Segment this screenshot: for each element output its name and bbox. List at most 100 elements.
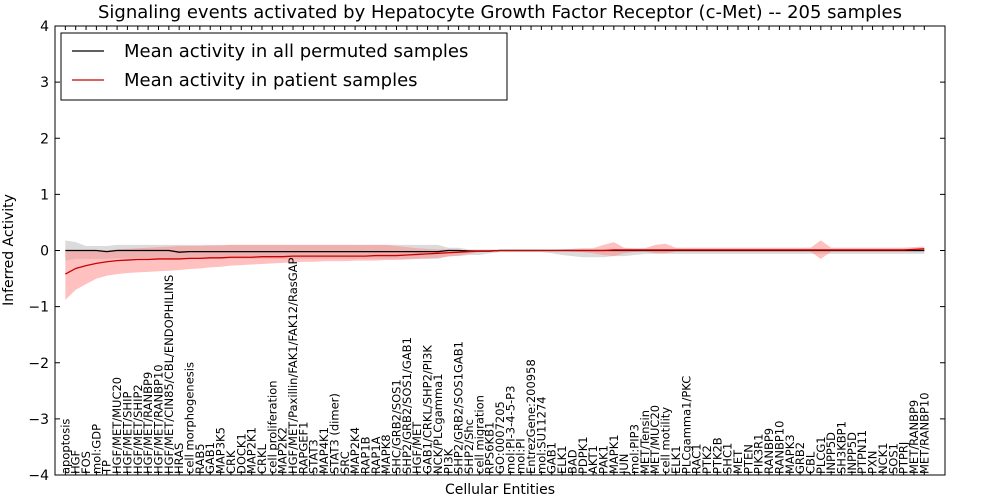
x-tick-label: RAB5 <box>193 443 207 474</box>
x-tick-label: HGF/MET/RANBP10 <box>151 364 165 474</box>
x-tick-label: MAP3K5 <box>214 427 228 474</box>
x-tick-label: MAPK8 <box>379 434 393 474</box>
y-tick-label: 1 <box>40 187 49 203</box>
x-tick-label: INPP5D <box>824 432 838 474</box>
x-tick-label: MET/RANBP9 <box>907 400 921 474</box>
x-tick-label: STAT3 <box>307 439 321 474</box>
x-tick-label: STAT3 (dimer) <box>327 393 341 474</box>
x-tick-label: INPP5D <box>845 432 859 474</box>
x-tick-label: cell proliferation <box>265 380 279 474</box>
x-tick-label: PLCgamma1/PKC <box>679 376 693 474</box>
x-tick-label: PXN <box>866 451 880 474</box>
x-tick-label: RAP1B <box>358 436 372 474</box>
x-tick-label: HGF/MET/RANBP9 <box>141 372 155 474</box>
y-tick-label: 2 <box>40 131 49 147</box>
x-tick-label: PTK2 <box>700 445 714 474</box>
x-tick-label: cell migration <box>472 395 486 474</box>
x-tick-label: HGF/MET/SHIP2 <box>131 384 145 474</box>
x-tick-label: HGF/MET/Paxillin/FAK1/FAK12/RasGAP <box>286 257 300 474</box>
x-tick-label: FOS <box>79 451 93 474</box>
x-tick-label: SH3KBP1 <box>835 421 849 474</box>
x-tick-label: TP <box>100 460 114 475</box>
x-tick-label: SHP2/GRB2/SOS1/GAB1 <box>400 337 414 474</box>
y-tick-label: −2 <box>28 356 49 372</box>
x-tick-label: PTPN11 <box>855 430 869 474</box>
x-tick-label: ELK1 <box>555 445 569 474</box>
x-tick-label: HRAS <box>172 443 186 474</box>
x-tick-label: MET <box>731 449 745 474</box>
x-tick-label: RPS6KB1 <box>483 422 497 474</box>
x-tick-label: HGF/MET/SHIP <box>120 392 134 474</box>
y-axis-label: Inferred Activity <box>1 194 17 306</box>
x-tick-label: PI3K <box>441 448 455 474</box>
x-axis-label: Cellular Entities <box>445 482 555 498</box>
x-tick-label: CRKL <box>255 443 269 474</box>
y-tick-label: −1 <box>28 300 49 316</box>
x-tick-label: GAB1 <box>203 442 217 474</box>
x-tick-label: HGF/MET/MUC20 <box>110 377 124 474</box>
x-tick-label: MAP2K1 <box>245 427 259 474</box>
x-tick-label: MAPK3 <box>783 434 797 474</box>
x-tick-label: NCK/PLCgamma1 <box>431 373 445 474</box>
x-tick-label: SHP2/GRB2/SOS1GAB1 <box>452 341 466 474</box>
x-tick-label: mol:PI <box>514 438 528 474</box>
legend-label-permuted: Mean activity in all permuted samples <box>124 41 468 62</box>
x-tick-label: MAP2K4 <box>348 427 362 474</box>
chart-title: Signaling events activated by Hepatocyte… <box>98 2 902 23</box>
legend: Mean activity in all permuted samples Me… <box>60 32 508 101</box>
x-tick-label: EntrezGene:200958 <box>524 359 538 474</box>
x-tick-label: RANBP10 <box>772 421 786 474</box>
x-tick-label: apoptosis <box>58 419 72 474</box>
x-tick-label: GO:0007205 <box>493 401 507 474</box>
x-tick-label: RAC1 <box>690 443 704 474</box>
series-line-1 <box>65 248 925 275</box>
series-lines <box>65 248 925 275</box>
x-tick-label: HGF/MET/CIN85/CBL/ENDOPHILINS <box>162 275 176 474</box>
x-tick-label: HGF/MET <box>410 421 424 474</box>
x-tick-label: RAP1A <box>369 436 383 474</box>
x-tick-label: MAP2K2 <box>276 427 290 474</box>
x-tick-label: MET/MUC20 <box>648 405 662 474</box>
x-tick-label: cell motility <box>659 407 673 474</box>
x-tick-label: SHC/GRB2/SOS1 <box>390 379 404 474</box>
x-tick-label: ELK1 <box>669 445 683 474</box>
x-tick-label: MET/Tensin <box>638 410 652 474</box>
x-tick-label: mol:GDP <box>89 424 103 474</box>
y-tick-label: −4 <box>28 468 49 484</box>
x-tick-label: BAD <box>565 449 579 474</box>
x-tick-label: GAB1/CRKL/SHP2/PI3K <box>421 345 435 474</box>
x-tick-label: SHC1 <box>721 443 735 474</box>
y-tick-label: 4 <box>40 19 49 35</box>
y-tick-label: −3 <box>28 412 49 428</box>
x-tick-label: GAB1 <box>545 442 559 474</box>
x-tick-label: SHP2/Shc <box>462 419 476 474</box>
x-tick-label: PIK3R1 <box>752 434 766 475</box>
x-tick-label: CRK <box>224 450 238 474</box>
x-tick-label: mol:PIP3 <box>628 424 642 474</box>
y-axis: −4 −3 −2 −1 0 1 2 3 4 <box>28 19 945 484</box>
y-tick-label: 0 <box>40 244 49 260</box>
x-tick-label: GRB2 <box>793 442 807 474</box>
x-tick-label: cell morphogenesis <box>183 362 197 474</box>
x-tick-label: CBL <box>803 451 817 474</box>
x-tick-label: SRC <box>338 451 352 474</box>
x-tick-label: AKT1 <box>586 445 600 474</box>
x-axis: apoptosisHGFFOSmol:GDPTPHGF/MET/MUC20HGF… <box>58 26 931 475</box>
x-tick-label: MET/RANBP10 <box>917 392 931 474</box>
legend-box <box>60 32 508 101</box>
x-tick-label: DOCK1 <box>234 433 248 474</box>
x-tick-label: PTK2B <box>710 437 724 474</box>
x-tick-label: MAPK1 <box>607 434 621 474</box>
x-tick-label: NCK1 <box>876 443 890 475</box>
x-tick-label: PDPK1 <box>576 436 590 474</box>
x-tick-label: mol:SU11274 <box>534 396 548 474</box>
legend-label-patient: Mean activity in patient samples <box>124 70 418 91</box>
confidence-band-1 <box>65 240 925 300</box>
x-tick-label: SOS1 <box>886 443 900 474</box>
y-tick-label: 3 <box>40 75 49 91</box>
x-tick-label: MAP4K1 <box>317 427 331 474</box>
x-tick-label: mol:PI-3-4-5-P3 <box>503 386 517 474</box>
x-tick-label: PTPRJ <box>897 442 911 474</box>
x-tick-label: PLCG1 <box>814 436 828 474</box>
